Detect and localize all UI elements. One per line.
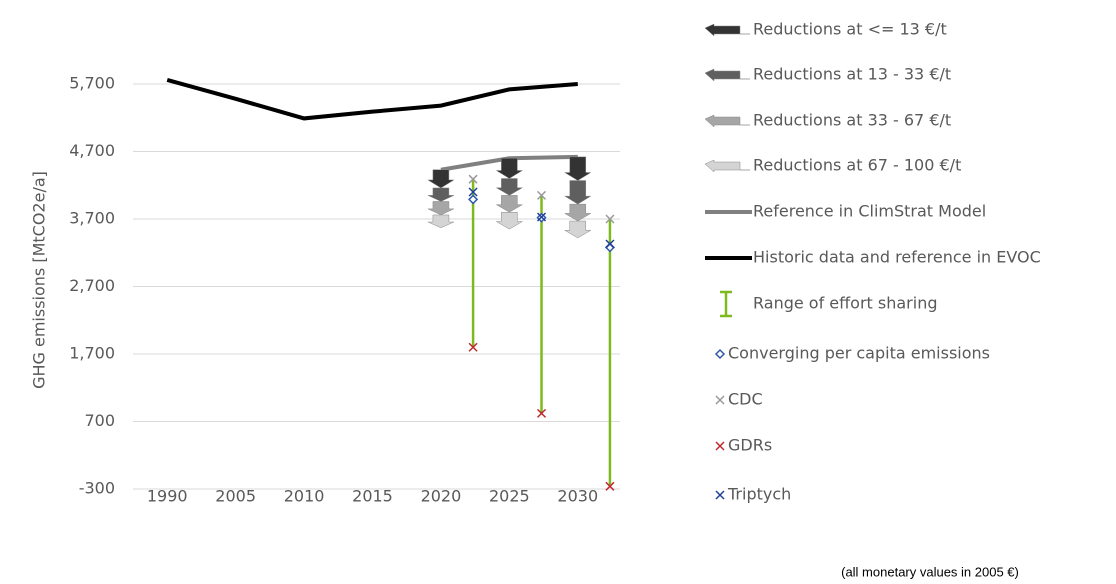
legend-swatch [704, 68, 750, 82]
legend-item: GDRs [728, 436, 772, 455]
marker [605, 481, 615, 491]
legend-label: Reductions at 33 - 67 €/t [753, 111, 951, 130]
legend-label: Range of effort sharing [753, 294, 938, 313]
legend-label: CDC [728, 390, 763, 409]
reduction-arrow [495, 178, 524, 196]
legend-item: Triptych [727, 485, 791, 504]
x-tick-label: 2030 [557, 487, 598, 506]
y-tick-label: 2,700 [69, 276, 115, 295]
marker [468, 194, 479, 205]
marker [468, 187, 478, 197]
y-tick-label: -300 [79, 479, 115, 498]
reduction-arrow [427, 169, 455, 189]
x-tick-label: 2015 [352, 487, 393, 506]
legend-item: Reductions at 67 - 100 €/t [704, 156, 961, 175]
legend-swatch [715, 395, 725, 405]
marker [536, 190, 547, 200]
legend-item: Range of effort sharing [720, 290, 938, 318]
legend-label: Reductions at 13 - 33 €/t [753, 65, 951, 84]
reduction-arrow [563, 156, 592, 181]
line [166, 78, 578, 121]
reduction-arrow [427, 187, 455, 202]
y-tick-label: 5,700 [69, 74, 115, 93]
legend-label: Reductions at 67 - 100 €/t [753, 156, 961, 175]
x-tick-label: 1990 [147, 487, 188, 506]
legend-swatch [720, 290, 732, 318]
marker [468, 342, 478, 352]
marker [536, 408, 547, 418]
reduction-arrow [495, 212, 524, 230]
x-tick-label: 2005 [215, 487, 256, 506]
marker [605, 214, 615, 224]
legend-label: GDRs [728, 436, 772, 455]
reduction-arrow [563, 180, 592, 205]
legend-swatch [704, 23, 750, 37]
y-tick-label: 3,700 [69, 209, 115, 228]
legend-label: Converging per capita emissions [728, 344, 990, 363]
legend-swatch [715, 441, 725, 451]
legend-label: Reductions at <= 13 €/t [753, 20, 947, 39]
y-axis-label: GHG emissions [MtCO2e/a] [30, 171, 49, 389]
y-tick-label: 4,700 [69, 141, 115, 160]
legend-label: Historic data and reference in EVOC [753, 248, 1041, 267]
marker [605, 239, 615, 249]
legend-item: Converging per capita emissions [728, 344, 990, 363]
reduction-arrow [563, 203, 592, 222]
reduction-arrow [495, 195, 524, 213]
legend-swatch [704, 114, 750, 128]
x-tick-label: 2010 [284, 487, 325, 506]
legend-item: Reductions at <= 13 €/t [704, 20, 947, 39]
marker [468, 174, 478, 184]
y-tick-label: 1,700 [69, 344, 115, 363]
x-tick-label: 2025 [489, 487, 530, 506]
y-tick-label: 700 [84, 411, 115, 430]
reduction-arrow [427, 201, 455, 216]
legend-item: Reference in ClimStrat Model [705, 202, 986, 221]
legend-label: Triptych [727, 485, 791, 504]
legend-swatch [715, 490, 725, 500]
legend-label: Reference in ClimStrat Model [753, 202, 986, 221]
reduction-arrow [563, 220, 592, 239]
x-tick-label: 2020 [421, 487, 462, 506]
note: (all monetary values in 2005 €) [841, 564, 1019, 579]
legend-item: Reductions at 13 - 33 €/t [704, 65, 951, 84]
legend-item: Historic data and reference in EVOC [705, 248, 1041, 267]
reduction-arrow [495, 158, 524, 179]
legend-swatch [704, 159, 750, 173]
marker [536, 212, 547, 222]
legend-item: CDC [728, 390, 763, 409]
legend-swatch [714, 348, 726, 360]
reduction-arrow [427, 214, 455, 229]
legend-item: Reductions at 33 - 67 €/t [704, 111, 951, 130]
